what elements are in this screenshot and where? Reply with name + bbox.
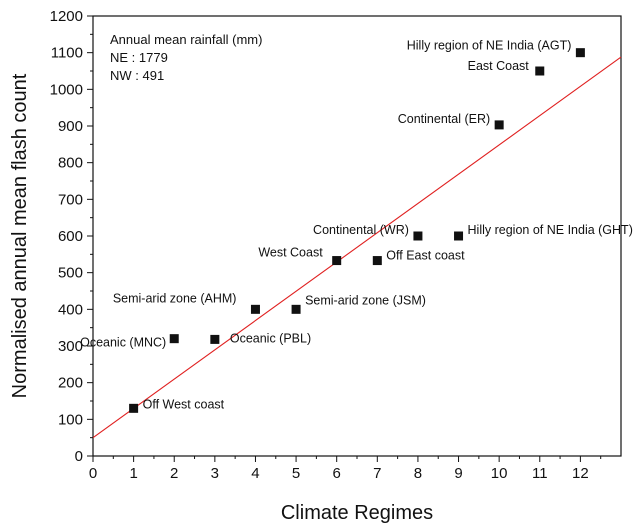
data-point [332, 256, 342, 266]
data-point [413, 231, 423, 241]
x-tick-label: 4 [251, 465, 259, 482]
data-point-label: Semi-arid zone (JSM) [305, 293, 426, 307]
y-tick-label: 0 [75, 448, 83, 465]
annotation-line-3: NW : 491 [110, 68, 164, 83]
data-point-label: Off East coast [386, 249, 465, 263]
x-tick-label: 3 [211, 465, 219, 482]
data-point [291, 304, 301, 314]
y-tick-label: 1100 [51, 45, 83, 62]
y-tick-label: 1000 [50, 81, 83, 98]
y-tick-label: 200 [58, 375, 83, 392]
data-point-label: Continental (WR) [313, 223, 409, 237]
fit-line [92, 56, 622, 439]
y-tick-label: 400 [58, 301, 83, 318]
data-point-label: East Coast [468, 59, 530, 73]
x-axis: 0 1 2 3 4 5 6 7 8 9 10 11 12 [89, 456, 602, 482]
data-point-label: West Coast [258, 246, 323, 260]
data-point [535, 66, 545, 76]
x-axis-title: Climate Regimes [281, 502, 433, 524]
annotation-line-1: Annual mean rainfall (mm) [110, 32, 262, 47]
data-point-label: Continental (ER) [398, 112, 490, 126]
x-tick-label: 6 [333, 465, 341, 482]
data-point [494, 120, 504, 130]
y-tick-label: 500 [58, 265, 83, 282]
x-tick-label: 11 [532, 465, 548, 482]
y-tick-label: 900 [58, 118, 83, 135]
x-tick-label: 7 [373, 465, 381, 482]
data-point [129, 403, 139, 413]
data-points-layer [129, 48, 585, 413]
data-point-label: Oceanic (PBL) [230, 331, 311, 345]
y-tick-label: 1200 [50, 8, 83, 25]
rainfall-annotation: Annual mean rainfall (mm) NE : 1779 NW :… [110, 32, 262, 83]
y-axis: 0 100 200 300 400 500 600 700 800 900 1000 1100 1200 [50, 8, 93, 465]
data-point [250, 304, 260, 314]
y-tick-label: 800 [58, 155, 83, 172]
data-point-label: Hilly region of NE India (AGT) [407, 39, 572, 53]
data-point [575, 48, 585, 58]
data-point [169, 334, 179, 344]
x-tick-label: 1 [129, 465, 137, 482]
x-tick-label: 8 [414, 465, 422, 482]
annotation-line-2: NE : 1779 [110, 50, 168, 65]
x-tick-label: 12 [572, 465, 589, 482]
data-point-label: Oceanic (MNC) [80, 336, 166, 350]
data-point-label: Semi-arid zone (AHM) [113, 291, 237, 305]
data-point-label: Hilly region of NE India (GHT) [468, 223, 633, 237]
x-tick-label: 9 [454, 465, 462, 482]
y-tick-label: 300 [58, 338, 83, 355]
x-tick-label: 2 [170, 465, 178, 482]
y-axis-title: Normalised annual mean flash count [9, 73, 31, 398]
data-point [454, 231, 464, 241]
data-point [372, 256, 382, 266]
point-labels-layer: Off West coast Oceanic (MNC) Oceanic (PBL)… [80, 39, 633, 412]
x-tick-label: 10 [491, 465, 508, 482]
data-point [210, 334, 220, 344]
y-tick-label: 600 [58, 228, 83, 245]
x-tick-label: 0 [89, 465, 97, 482]
fit-line-layer [92, 56, 622, 439]
x-tick-label: 5 [292, 465, 300, 482]
y-tick-label: 700 [58, 191, 83, 208]
y-tick-label: 100 [58, 411, 83, 428]
data-point-label: Off West coast [143, 397, 225, 411]
